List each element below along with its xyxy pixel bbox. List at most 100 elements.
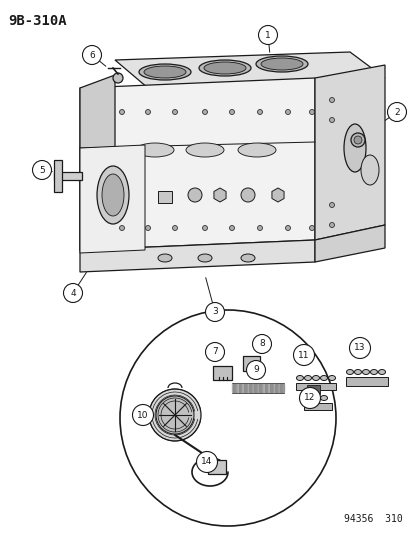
Circle shape (309, 109, 314, 115)
Circle shape (63, 284, 82, 303)
Circle shape (145, 109, 150, 115)
Circle shape (172, 109, 177, 115)
FancyBboxPatch shape (307, 385, 320, 394)
Circle shape (119, 225, 124, 230)
Circle shape (119, 109, 124, 115)
Ellipse shape (199, 60, 250, 76)
Circle shape (299, 387, 320, 408)
Ellipse shape (144, 66, 185, 78)
Circle shape (350, 133, 364, 147)
Ellipse shape (312, 376, 319, 381)
Text: 14: 14 (201, 457, 212, 466)
Text: 94356  310: 94356 310 (344, 514, 402, 524)
Circle shape (188, 188, 202, 202)
Polygon shape (303, 403, 331, 410)
Circle shape (240, 188, 254, 202)
Polygon shape (214, 188, 225, 202)
Text: 2: 2 (393, 108, 399, 117)
Text: 13: 13 (354, 343, 365, 352)
Ellipse shape (197, 254, 211, 262)
Circle shape (246, 360, 265, 379)
Circle shape (82, 45, 101, 64)
Circle shape (329, 222, 334, 228)
Ellipse shape (139, 64, 190, 80)
Ellipse shape (296, 376, 303, 381)
Ellipse shape (343, 124, 365, 172)
Polygon shape (271, 188, 283, 202)
Ellipse shape (377, 369, 385, 375)
Text: 12: 12 (304, 393, 315, 402)
Circle shape (293, 344, 314, 366)
Text: 1: 1 (264, 30, 270, 39)
Circle shape (257, 109, 262, 115)
Ellipse shape (136, 143, 173, 157)
Ellipse shape (149, 389, 201, 441)
Text: 3: 3 (211, 308, 217, 317)
Ellipse shape (328, 376, 335, 381)
Ellipse shape (304, 376, 311, 381)
Text: 10: 10 (137, 410, 148, 419)
Text: 4: 4 (70, 288, 76, 297)
Polygon shape (345, 377, 387, 386)
Polygon shape (80, 75, 115, 250)
FancyBboxPatch shape (207, 460, 225, 474)
Circle shape (145, 225, 150, 230)
Circle shape (353, 136, 361, 144)
Polygon shape (295, 383, 335, 390)
Circle shape (285, 225, 290, 230)
Circle shape (329, 117, 334, 123)
Circle shape (329, 98, 334, 102)
Ellipse shape (240, 254, 254, 262)
Polygon shape (314, 225, 384, 262)
Circle shape (329, 203, 334, 207)
Ellipse shape (185, 143, 223, 157)
Ellipse shape (255, 56, 307, 72)
Text: 11: 11 (297, 351, 309, 359)
Circle shape (258, 26, 277, 44)
FancyBboxPatch shape (213, 366, 232, 381)
Ellipse shape (370, 369, 377, 375)
Circle shape (205, 343, 224, 361)
Ellipse shape (320, 376, 327, 381)
Ellipse shape (354, 369, 361, 375)
Circle shape (285, 109, 290, 115)
Circle shape (229, 109, 234, 115)
FancyBboxPatch shape (243, 356, 260, 370)
Text: 5: 5 (39, 166, 45, 174)
Circle shape (172, 225, 177, 230)
Circle shape (309, 225, 314, 230)
Polygon shape (54, 172, 82, 180)
FancyBboxPatch shape (158, 191, 171, 203)
Ellipse shape (312, 395, 319, 400)
Polygon shape (314, 65, 384, 240)
Ellipse shape (204, 62, 245, 74)
Ellipse shape (304, 395, 311, 400)
Ellipse shape (360, 155, 378, 185)
Ellipse shape (97, 166, 129, 224)
Circle shape (252, 335, 271, 353)
Circle shape (349, 337, 370, 359)
Text: 9B-310A: 9B-310A (8, 14, 66, 28)
Circle shape (229, 225, 234, 230)
Circle shape (132, 405, 153, 425)
Circle shape (113, 73, 123, 83)
Ellipse shape (158, 254, 171, 262)
Polygon shape (80, 240, 314, 272)
Circle shape (257, 225, 262, 230)
Text: 6: 6 (89, 51, 95, 60)
Circle shape (202, 109, 207, 115)
Text: 8: 8 (259, 340, 264, 349)
Ellipse shape (102, 174, 124, 216)
Polygon shape (80, 145, 145, 253)
Circle shape (196, 451, 217, 472)
Circle shape (387, 102, 406, 122)
Polygon shape (80, 78, 314, 250)
Circle shape (120, 310, 335, 526)
Circle shape (202, 225, 207, 230)
Ellipse shape (260, 58, 302, 70)
Text: 9: 9 (252, 366, 258, 375)
Ellipse shape (346, 369, 353, 375)
Circle shape (205, 303, 224, 321)
Ellipse shape (362, 369, 369, 375)
Ellipse shape (237, 143, 275, 157)
